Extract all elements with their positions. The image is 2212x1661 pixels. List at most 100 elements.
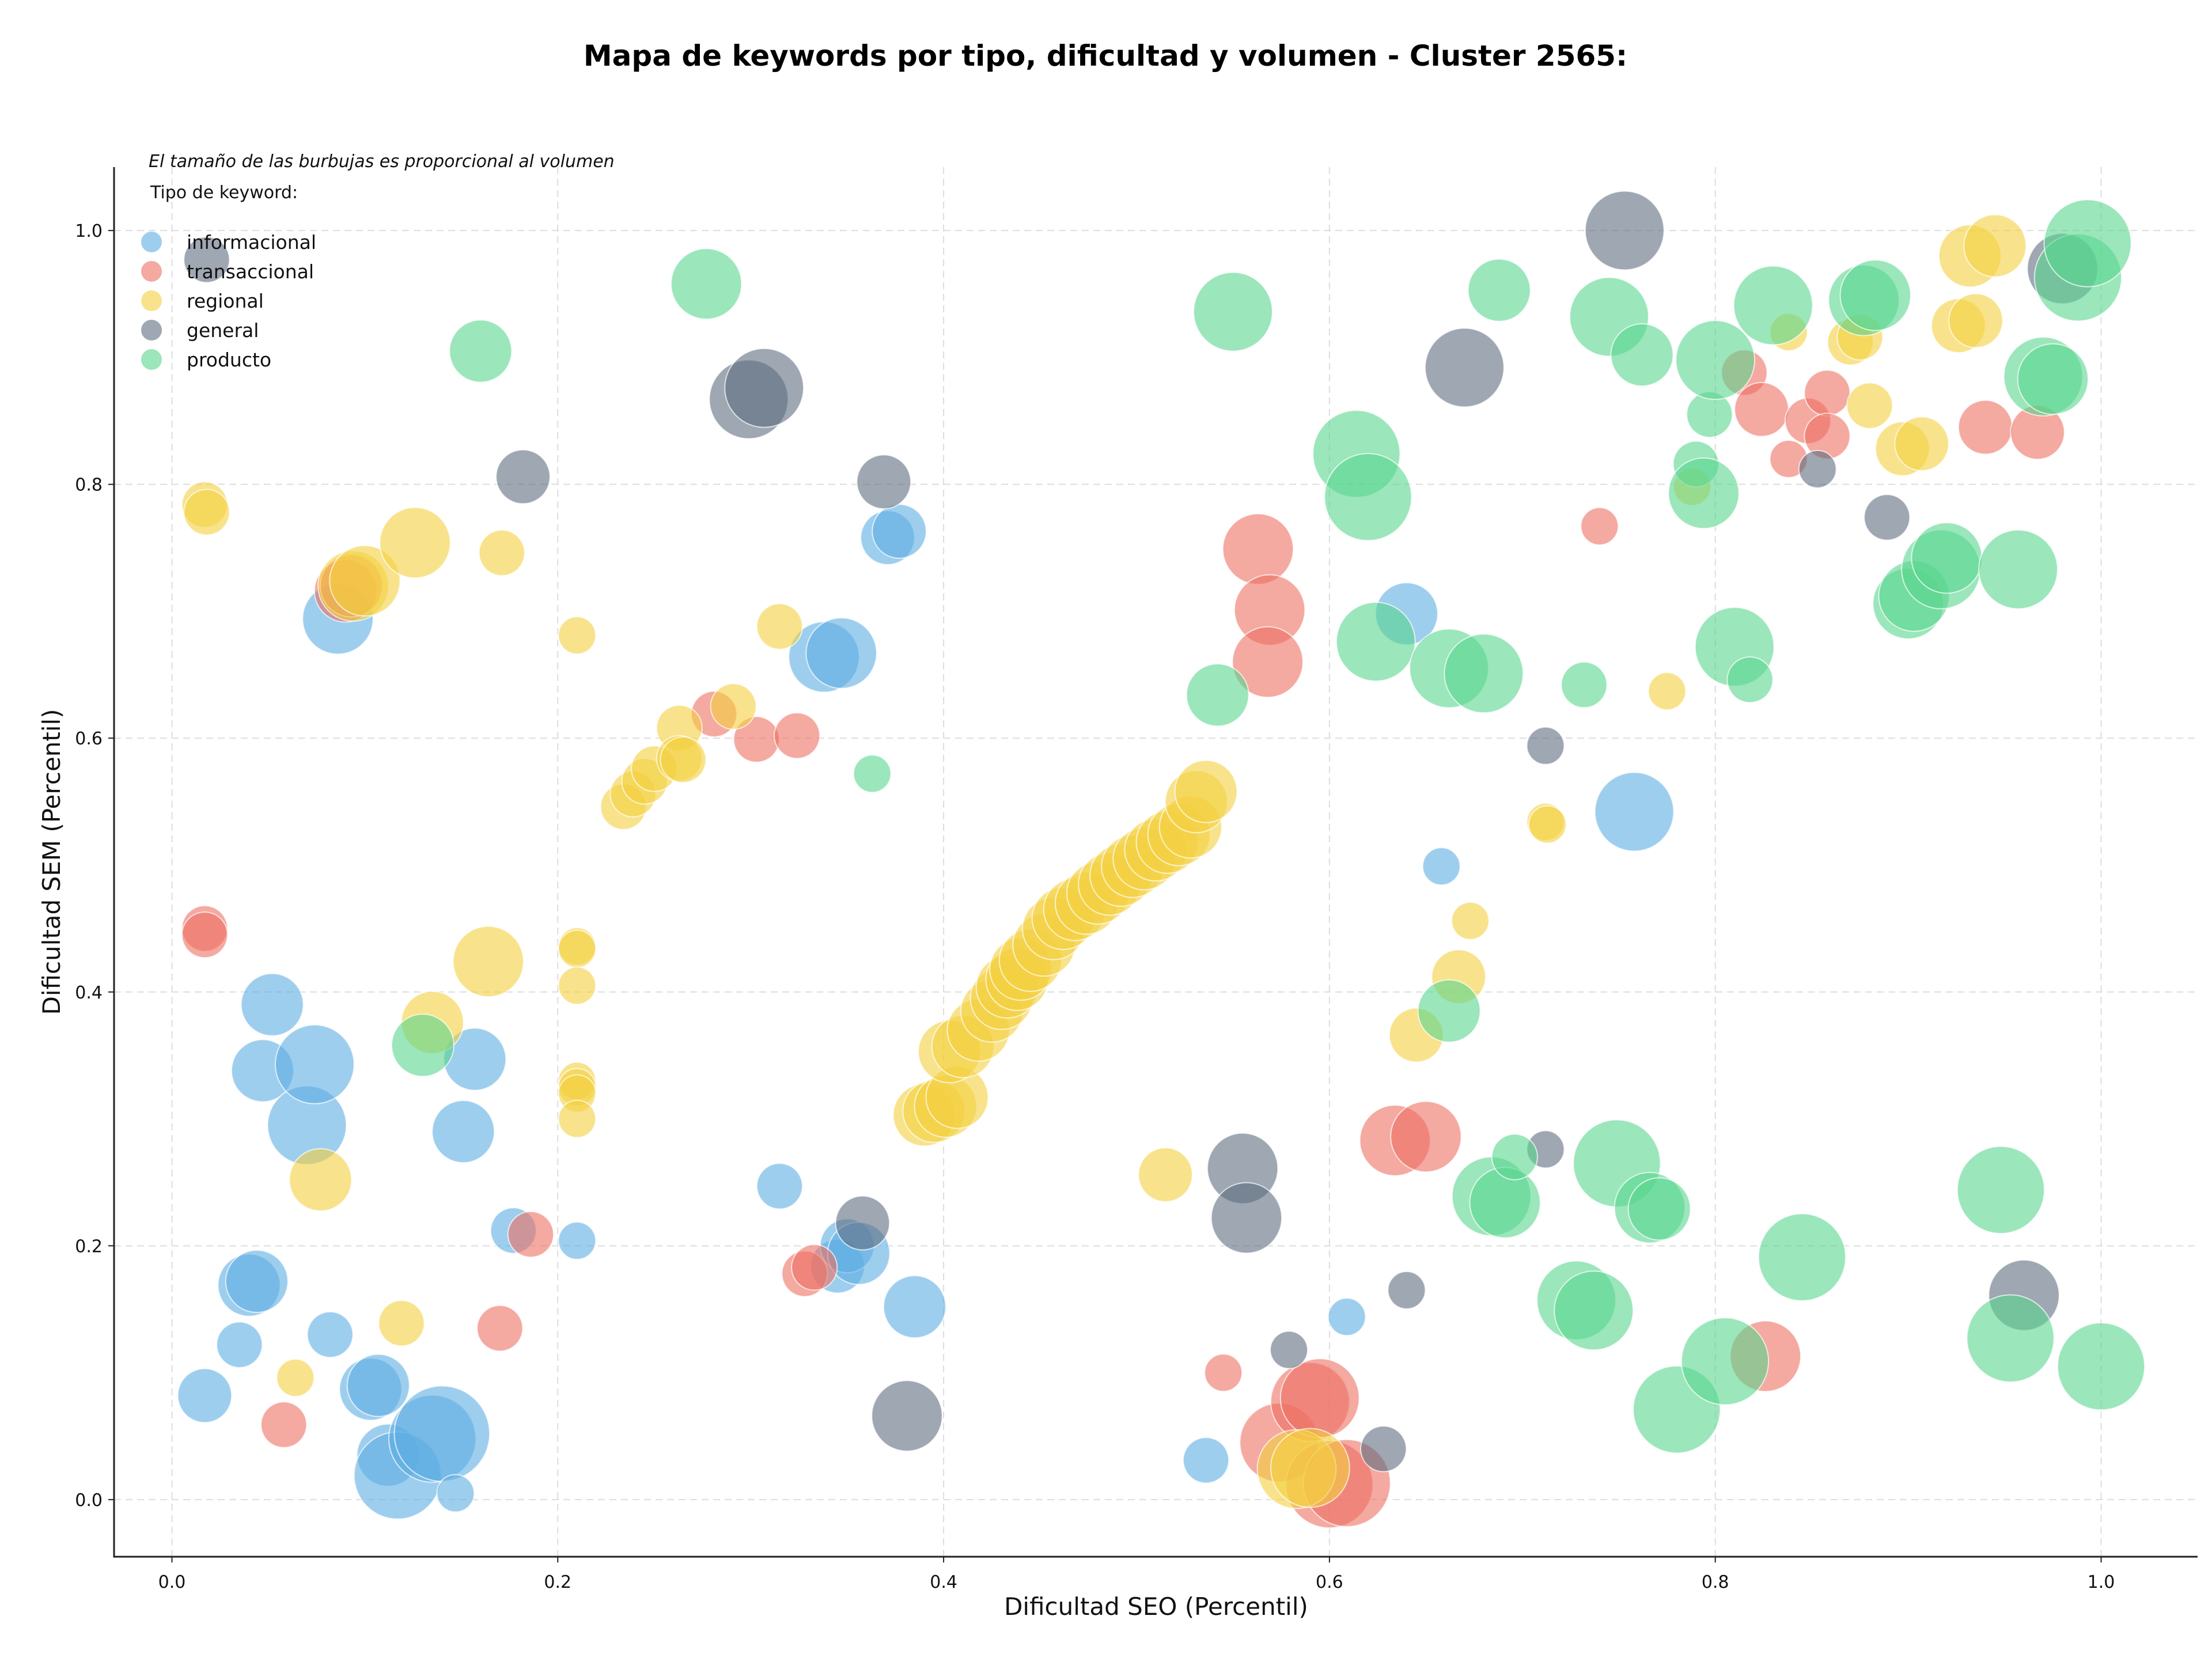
bubble-general[interactable] — [1425, 327, 1505, 408]
bubble-transaccional[interactable] — [1204, 1353, 1243, 1393]
bubble-general[interactable] — [1270, 1330, 1309, 1369]
bubble-transaccional[interactable] — [774, 712, 821, 759]
bubble-transaccional[interactable] — [476, 1304, 524, 1352]
bubble-regional[interactable] — [558, 616, 597, 655]
bubble-informacional[interactable] — [756, 1163, 804, 1210]
bubble-regional[interactable] — [1963, 214, 2027, 278]
bubble-informacional[interactable] — [1422, 847, 1461, 886]
bubble-producto[interactable] — [1675, 320, 1756, 400]
bubble-general[interactable] — [495, 449, 551, 505]
bubble-producto[interactable] — [1491, 1133, 1538, 1181]
bubble-transaccional[interactable] — [260, 1401, 308, 1448]
bubble-producto[interactable] — [1610, 323, 1674, 387]
bubble-general[interactable] — [1210, 1182, 1283, 1254]
bubble-regional[interactable] — [1948, 293, 2003, 349]
bubble-producto[interactable] — [1911, 522, 1983, 594]
bubble-regional[interactable] — [558, 929, 597, 968]
bubble-informacional[interactable] — [882, 1275, 946, 1339]
bubble-informacional[interactable] — [872, 504, 927, 559]
bubble-producto[interactable] — [2043, 199, 2132, 287]
bubble-regional[interactable] — [1270, 1428, 1350, 1508]
bubble-regional[interactable] — [478, 529, 525, 577]
bubble-producto[interactable] — [1978, 529, 2058, 610]
bubble-regional[interactable] — [183, 489, 230, 536]
bubble-informacional[interactable] — [306, 1311, 354, 1359]
bubble-regional[interactable] — [558, 1099, 597, 1138]
bubble-producto[interactable] — [1733, 265, 1813, 346]
bubble-informacional[interactable] — [225, 1250, 289, 1313]
bubble-informacional[interactable] — [393, 1385, 491, 1482]
bubble-general[interactable] — [1387, 1271, 1426, 1310]
bubble-informacional[interactable] — [177, 1368, 233, 1424]
bubble-regional[interactable] — [1451, 902, 1490, 940]
bubble-producto[interactable] — [391, 1013, 454, 1077]
bubble-transaccional[interactable] — [1222, 513, 1294, 585]
bubble-regional[interactable] — [756, 603, 804, 650]
bubble-producto[interactable] — [449, 319, 513, 383]
bubble-general[interactable] — [1360, 1425, 1407, 1473]
bubble-producto[interactable] — [1966, 1294, 2055, 1383]
bubble-informacional[interactable] — [805, 617, 877, 689]
bubble-general[interactable] — [1526, 727, 1565, 765]
bubble-transaccional[interactable] — [791, 1244, 838, 1291]
bubble-transaccional[interactable] — [1957, 399, 2013, 455]
bubble-producto[interactable] — [2056, 1322, 2146, 1411]
bubble-producto[interactable] — [1444, 633, 1524, 714]
bubble-regional[interactable] — [1138, 1147, 1193, 1202]
bubble-informacional[interactable] — [1183, 1437, 1230, 1484]
bubble-general[interactable] — [1863, 494, 1911, 541]
bubble-transaccional[interactable] — [181, 911, 228, 959]
bubble-producto[interactable] — [1680, 1317, 1770, 1406]
bubble-producto[interactable] — [1417, 979, 1481, 1043]
bubble-general[interactable] — [856, 454, 912, 510]
bubble-general[interactable] — [835, 1195, 891, 1251]
bubble-producto[interactable] — [1324, 453, 1412, 542]
bubble-general[interactable] — [1798, 449, 1837, 489]
bubble-general[interactable] — [183, 236, 230, 283]
bubble-informacional[interactable] — [431, 1100, 495, 1164]
bubble-regional[interactable] — [710, 683, 757, 730]
bubble-regional[interactable] — [378, 1300, 425, 1347]
bubble-transaccional[interactable] — [1232, 626, 1304, 698]
bubble-producto[interactable] — [1193, 271, 1273, 352]
bubble-regional[interactable] — [1846, 382, 1893, 429]
bubble-informacional[interactable] — [1594, 771, 1675, 852]
bubble-transaccional[interactable] — [1804, 369, 1851, 417]
bubble-producto[interactable] — [1335, 601, 1416, 682]
bubble-regional[interactable] — [452, 925, 524, 998]
bubble-regional[interactable] — [1174, 759, 1238, 823]
bubble-transaccional[interactable] — [507, 1210, 555, 1258]
bubble-producto[interactable] — [1726, 656, 1774, 703]
bubble-informacional[interactable] — [1327, 1297, 1366, 1337]
bubble-transaccional[interactable] — [1580, 507, 1619, 546]
bubble-producto[interactable] — [1554, 1270, 1634, 1351]
bubble-general[interactable] — [1584, 190, 1665, 271]
bubble-informacional[interactable] — [436, 1474, 475, 1513]
bubble-regional[interactable] — [1894, 416, 1949, 472]
bubble-transaccional[interactable] — [1279, 1358, 1360, 1439]
bubble-general[interactable] — [871, 1380, 943, 1452]
bubble-regional[interactable] — [558, 966, 597, 1005]
bubble-informacional[interactable] — [346, 1353, 410, 1417]
bubble-producto[interactable] — [1758, 1213, 1846, 1301]
bubble-regional[interactable] — [329, 544, 401, 617]
bubble-transaccional[interactable] — [1734, 381, 1789, 437]
bubble-producto[interactable] — [1839, 259, 1911, 331]
bubble-regional[interactable] — [1647, 672, 1687, 711]
bubble-regional[interactable] — [289, 1148, 353, 1212]
bubble-regional[interactable] — [1528, 805, 1567, 844]
bubble-informacional[interactable] — [216, 1321, 263, 1368]
bubble-general[interactable] — [724, 347, 804, 428]
bubble-producto[interactable] — [671, 248, 743, 320]
bubble-regional[interactable] — [379, 506, 451, 579]
bubble-transaccional[interactable] — [1390, 1100, 1462, 1173]
bubble-producto[interactable] — [853, 754, 892, 793]
bubble-informacional[interactable] — [274, 1024, 355, 1104]
bubble-regional[interactable] — [276, 1359, 315, 1397]
bubble-producto[interactable] — [1627, 1177, 1691, 1241]
bubble-producto[interactable] — [2017, 343, 2089, 415]
bubble-regional[interactable] — [660, 736, 707, 784]
bubble-producto[interactable] — [1185, 663, 1249, 727]
bubble-producto[interactable] — [1956, 1145, 2045, 1234]
bubble-producto[interactable] — [1560, 661, 1608, 709]
